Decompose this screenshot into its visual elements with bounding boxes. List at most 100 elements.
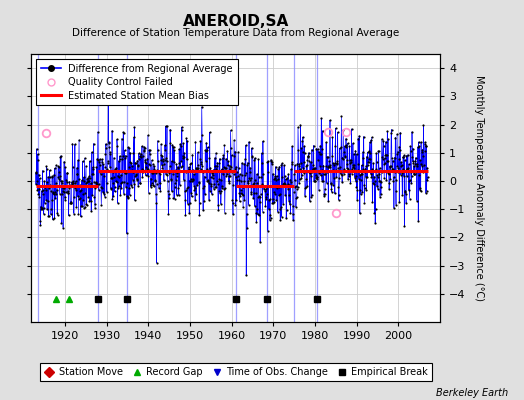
Point bbox=[308, 169, 316, 176]
Point bbox=[247, 189, 256, 195]
Point bbox=[138, 174, 147, 180]
Point bbox=[121, 170, 129, 177]
Point bbox=[398, 170, 406, 176]
Point bbox=[188, 152, 196, 158]
Point bbox=[166, 139, 174, 146]
Point bbox=[84, 178, 93, 185]
Point bbox=[352, 184, 361, 190]
Point bbox=[280, 180, 289, 186]
Point bbox=[302, 163, 311, 169]
Point bbox=[144, 166, 152, 173]
Point bbox=[385, 180, 394, 186]
Point bbox=[54, 164, 63, 170]
Point bbox=[110, 180, 118, 186]
Point bbox=[176, 141, 184, 147]
Point bbox=[152, 200, 160, 206]
Point bbox=[184, 164, 193, 170]
Point bbox=[170, 147, 179, 154]
Point bbox=[39, 190, 48, 197]
Point bbox=[312, 145, 321, 152]
Point bbox=[273, 184, 281, 191]
Point bbox=[39, 211, 48, 217]
Point bbox=[340, 166, 348, 172]
Point bbox=[133, 176, 141, 183]
Point bbox=[278, 174, 287, 181]
Point bbox=[292, 195, 300, 202]
Point bbox=[264, 158, 272, 164]
Point bbox=[148, 169, 156, 176]
Point bbox=[299, 170, 308, 176]
Point bbox=[392, 177, 400, 183]
Point bbox=[245, 201, 253, 208]
Point bbox=[274, 176, 282, 182]
Point bbox=[62, 179, 71, 185]
Point bbox=[84, 194, 93, 200]
Point bbox=[216, 190, 224, 197]
Point bbox=[131, 173, 139, 180]
Point bbox=[363, 174, 372, 180]
Point bbox=[208, 183, 216, 190]
Point bbox=[190, 187, 199, 194]
Point bbox=[224, 158, 232, 164]
Point bbox=[161, 123, 170, 130]
Point bbox=[67, 199, 75, 206]
Point bbox=[380, 155, 389, 162]
Point bbox=[134, 162, 142, 168]
Point bbox=[163, 123, 171, 129]
Point bbox=[163, 178, 172, 184]
Point bbox=[324, 154, 332, 160]
Point bbox=[283, 174, 291, 181]
Point bbox=[135, 150, 143, 157]
Point bbox=[138, 143, 146, 149]
Point bbox=[318, 177, 326, 184]
Point bbox=[32, 146, 41, 152]
Point bbox=[182, 135, 191, 141]
Point bbox=[373, 183, 381, 190]
Point bbox=[299, 134, 307, 140]
Point bbox=[308, 146, 316, 153]
Point bbox=[214, 181, 222, 188]
Point bbox=[409, 158, 417, 164]
Point bbox=[220, 164, 228, 170]
Point bbox=[128, 176, 137, 183]
Point bbox=[129, 169, 137, 175]
Point bbox=[32, 169, 40, 176]
Point bbox=[314, 157, 322, 164]
Point bbox=[50, 172, 58, 178]
Point bbox=[272, 173, 281, 180]
Point bbox=[397, 162, 405, 169]
Point bbox=[38, 168, 47, 174]
Point bbox=[410, 170, 418, 177]
Point bbox=[132, 171, 140, 177]
Point bbox=[249, 180, 258, 186]
Point bbox=[244, 180, 252, 187]
Point bbox=[399, 154, 407, 160]
Point bbox=[177, 158, 185, 164]
Point bbox=[73, 171, 82, 177]
Point bbox=[64, 190, 72, 196]
Point bbox=[197, 159, 205, 165]
Point bbox=[86, 174, 94, 181]
Point bbox=[66, 200, 74, 206]
Point bbox=[199, 207, 208, 214]
Point bbox=[34, 151, 42, 158]
Point bbox=[188, 193, 196, 200]
Point bbox=[303, 154, 312, 160]
Point bbox=[310, 142, 318, 149]
Point bbox=[51, 195, 60, 201]
Point bbox=[396, 147, 404, 153]
Point bbox=[60, 185, 68, 191]
Point bbox=[106, 150, 115, 157]
Point bbox=[98, 156, 106, 162]
Point bbox=[52, 162, 60, 168]
Point bbox=[288, 160, 297, 167]
Point bbox=[243, 161, 252, 168]
Point bbox=[421, 143, 430, 150]
Point bbox=[407, 169, 415, 175]
Point bbox=[210, 166, 218, 173]
Point bbox=[234, 165, 243, 172]
Point bbox=[253, 180, 261, 187]
Point bbox=[195, 179, 203, 185]
Point bbox=[51, 188, 59, 195]
Point bbox=[287, 179, 295, 186]
